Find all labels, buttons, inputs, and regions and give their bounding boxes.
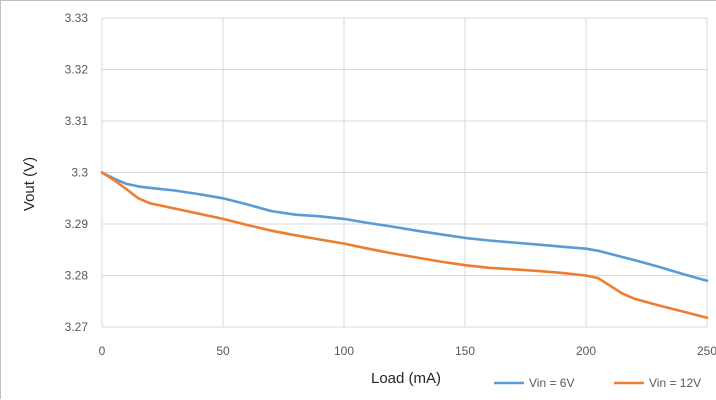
series-line-vin-12v [100, 171, 709, 320]
x-tick-label: 200 [576, 344, 596, 358]
x-axis-title: Load (mA) [371, 370, 441, 387]
series-layer [100, 171, 709, 320]
legend: Vin = 6V Vin = 12V [494, 376, 701, 390]
y-tick-label: 3.3 [71, 166, 88, 180]
legend-label-vin-6v: Vin = 6V [529, 376, 574, 390]
y-tick-label: 3.28 [65, 269, 89, 283]
x-tick-label: 150 [455, 344, 475, 358]
x-tick-label: 0 [99, 344, 106, 358]
x-tick-label: 100 [334, 344, 354, 358]
x-tick-label: 50 [216, 344, 230, 358]
grid-layer [101, 17, 708, 328]
y-axis-title: Vout (V) [21, 157, 38, 211]
y-tick-label: 3.31 [65, 114, 89, 128]
y-tick-label: 3.32 [65, 63, 89, 77]
y-tick-label: 3.27 [65, 320, 89, 334]
tick-layer: 3.27 3.28 3.29 3.3 3.31 3.32 3.33 0 50 100 150 200 2… [65, 11, 716, 358]
y-tick-label: 3.33 [65, 11, 89, 25]
x-tick-label: 250 [697, 344, 716, 358]
y-tick-label: 3.29 [65, 217, 89, 231]
legend-label-vin-12v: Vin = 12V [649, 376, 701, 390]
series-line-vin-6v [100, 171, 709, 283]
